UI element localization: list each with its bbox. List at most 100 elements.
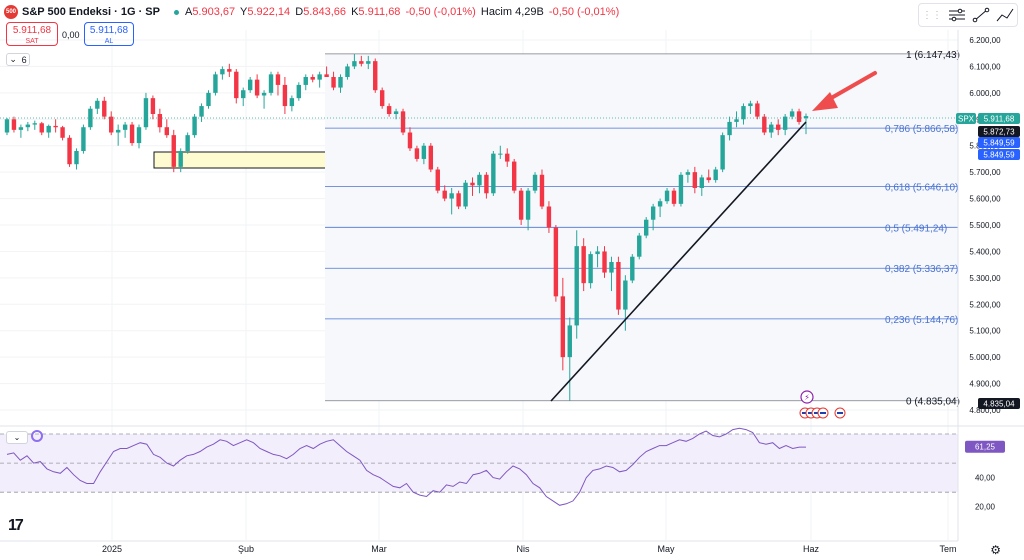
candle-body <box>762 116 767 133</box>
candle-body <box>595 251 600 255</box>
gear-icon[interactable]: ⚙ <box>990 543 1001 557</box>
candle-body <box>227 69 232 72</box>
candle-body <box>637 235 642 257</box>
symbol-title[interactable]: S&P 500 Endeksi · 1G · SP <box>22 6 160 18</box>
buy-button[interactable]: 5.911,68 AL <box>84 22 134 46</box>
candle-body <box>755 103 760 117</box>
drag-handle-icon[interactable]: ⋮⋮ <box>922 9 942 21</box>
candle-body <box>491 153 496 194</box>
candle-body <box>261 92 267 96</box>
candle-body <box>769 124 774 133</box>
candle-body <box>463 182 468 207</box>
candle-body <box>609 262 614 273</box>
candle-body <box>317 74 322 80</box>
price-axis-label: 5.000,00 <box>969 353 1001 362</box>
candle-body <box>247 79 253 91</box>
candle-body <box>505 153 510 162</box>
price-axis-label: 6.100,00 <box>969 62 1001 71</box>
economic-events[interactable]: ⚡ <box>799 390 846 419</box>
candle-body <box>199 106 204 117</box>
price-axis[interactable]: 6.200,006.100,006.000,005.900,005.800,00… <box>969 36 1001 415</box>
candle-body <box>644 219 649 236</box>
candle-body <box>178 151 183 167</box>
candle-body <box>254 79 260 96</box>
settings-lines-icon[interactable] <box>948 8 966 22</box>
price-tags: SPX 5.911,68 5.872,73 5.849,59 5.849,59 4.835… <box>956 113 1020 409</box>
candle-body <box>67 137 72 165</box>
fib-level-label: 1 (6.147,43) <box>906 50 960 61</box>
candle-body <box>331 77 336 88</box>
time-axis-label: 2025 <box>102 544 122 554</box>
fib-level-label: 0,618 (5.646,10) <box>885 182 958 193</box>
rsi-value-tag <box>965 440 1005 453</box>
candle-body <box>115 129 121 133</box>
candle-body <box>776 124 781 130</box>
price-axis-label: 6.000,00 <box>969 89 1001 98</box>
candle-body <box>164 127 169 136</box>
candle-body <box>484 174 489 194</box>
candle-body <box>657 201 663 207</box>
rsi-settings-icon[interactable] <box>31 430 43 442</box>
candle-body <box>671 190 677 204</box>
candle-body <box>359 61 364 64</box>
rsi-pane[interactable]: 6 0,00 40,00 20,00 61,25 <box>0 30 1024 541</box>
candle-body <box>400 111 406 133</box>
candle-body <box>338 77 343 88</box>
chevron-down-icon: ⌄ <box>13 433 21 442</box>
candle-body <box>449 193 454 199</box>
candle-body <box>602 251 607 273</box>
price-tag-text: 5.849,59 <box>983 139 1015 148</box>
tradingview-logo: 17 <box>8 517 24 534</box>
time-axis-label: Nis <box>517 544 530 554</box>
candle-body <box>150 98 156 114</box>
time-axis[interactable]: 2025 Şub Mar Nis May Haz Tem <box>0 540 958 554</box>
candle-body <box>95 100 100 109</box>
time-axis-label: Haz <box>803 544 820 554</box>
sell-price: 5.911,68 <box>12 25 52 36</box>
annotation-arrow[interactable] <box>812 71 877 111</box>
candle-body <box>553 227 559 297</box>
time-axis-label: May <box>657 544 675 554</box>
fibonacci-retracement[interactable]: 1 (6.147,43) 0,786 (5.866,58) 0,618 (5.646… <box>325 50 960 408</box>
candle-body <box>11 119 17 130</box>
line-tool-icon[interactable] <box>972 7 990 23</box>
fib-level-label: 0,382 (5.336,37) <box>885 264 958 275</box>
candle-body <box>782 116 788 130</box>
price-axis-label: 5.200,00 <box>969 300 1001 309</box>
candle-body <box>713 169 718 181</box>
candle-body <box>282 84 288 107</box>
candle-body <box>74 151 79 165</box>
candle-body <box>275 74 281 85</box>
rsi-value: 61,25 <box>975 443 996 452</box>
candle-body <box>32 123 37 125</box>
candle-body <box>741 106 746 120</box>
candle-body <box>213 74 218 93</box>
price-axis-label: 5.700,00 <box>969 168 1001 177</box>
trendline[interactable] <box>550 121 807 402</box>
candle-body <box>539 174 545 207</box>
trend-tool-icon[interactable] <box>996 7 1014 23</box>
candle-body <box>421 145 427 159</box>
candlestick-series <box>4 54 809 401</box>
candle-body <box>81 127 86 151</box>
candle-body <box>268 74 274 93</box>
price-tag-text: 4.835,04 <box>983 400 1015 409</box>
price-axis-label: 6.200,00 <box>969 36 1001 45</box>
candle-body <box>706 177 711 181</box>
candle-body <box>373 61 378 91</box>
candle-body <box>498 153 503 155</box>
price-axis-label: 5.100,00 <box>969 327 1001 336</box>
candle-body <box>442 190 447 199</box>
candle-body <box>379 90 385 107</box>
rsi-collapse-toggle[interactable]: ⌄ <box>6 431 28 444</box>
sell-label: SAT <box>25 38 39 45</box>
indicators-toggle[interactable]: ⌄ 6 <box>6 53 30 66</box>
candle-body <box>511 161 517 191</box>
candle-body <box>414 148 420 159</box>
candle-body <box>664 190 670 202</box>
sell-button[interactable]: 5.911,68 SAT <box>6 22 58 46</box>
price-axis-label: 5.300,00 <box>969 274 1001 283</box>
candle-body <box>4 119 10 133</box>
candle-body <box>616 262 621 310</box>
